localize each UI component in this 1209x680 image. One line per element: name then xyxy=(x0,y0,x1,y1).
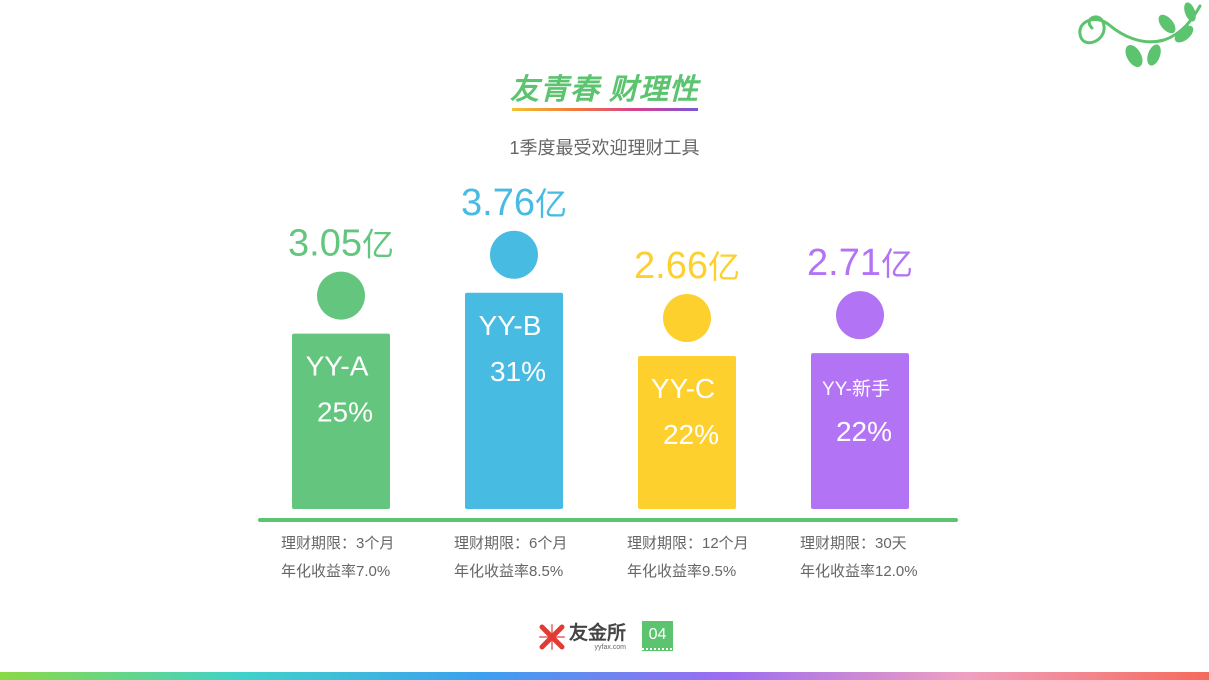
bar xyxy=(811,353,909,509)
page-number-dots xyxy=(642,648,673,650)
share-label: 22% xyxy=(663,419,719,450)
yield-label: 年化收益率9.5% xyxy=(627,563,736,580)
share-label: 31% xyxy=(490,356,546,387)
term-label: 理财期限：12个月 xyxy=(627,535,749,552)
yield-label: 年化收益率12.0% xyxy=(800,563,918,580)
share-label: 22% xyxy=(836,416,892,447)
share-label: 25% xyxy=(317,397,373,428)
value-unit: 亿 xyxy=(535,186,567,222)
value-unit: 亿 xyxy=(708,249,740,285)
value-unit: 亿 xyxy=(362,227,394,263)
logo-text: 友金所 xyxy=(569,622,627,644)
value-number: 3.05 xyxy=(288,223,362,265)
category-label: YY-A xyxy=(306,351,369,382)
bottom-gradient-bar xyxy=(0,672,1209,680)
value-unit: 亿 xyxy=(881,246,913,282)
bar-circle xyxy=(663,294,711,343)
bar-circle xyxy=(836,291,884,340)
term-label: 理财期限：3个月 xyxy=(281,535,394,552)
page-number-text: 04 xyxy=(648,626,667,643)
logo-mark-icon xyxy=(539,624,565,650)
value-number: 3.76 xyxy=(461,182,535,224)
bar xyxy=(638,356,736,509)
bar-circle xyxy=(317,271,365,320)
category-label: YY-B xyxy=(479,310,542,341)
term-label: 理财期限：30天 xyxy=(800,535,907,552)
value-label: 3.05亿 xyxy=(288,223,394,265)
category-label: YY-新手 xyxy=(822,378,890,400)
value-label: 2.71亿 xyxy=(807,242,913,284)
term-label: 理财期限：6个月 xyxy=(454,535,567,552)
bar xyxy=(465,292,563,509)
bar xyxy=(292,333,390,509)
category-label: YY-C xyxy=(651,373,715,404)
page-number: 04 xyxy=(642,621,673,651)
bar-circle xyxy=(490,230,538,279)
value-label: 2.66亿 xyxy=(634,245,740,287)
yield-label: 年化收益率8.5% xyxy=(454,563,563,580)
logo-domain: yyfax.com xyxy=(594,643,627,651)
yield-label: 年化收益率7.0% xyxy=(281,563,390,580)
page-subtitle: 1季度最受欢迎理财工具 xyxy=(509,138,700,158)
page-title: 友青春 财理性 xyxy=(509,74,700,106)
value-number: 2.66 xyxy=(634,245,708,287)
title-underline xyxy=(512,108,698,111)
value-number: 2.71 xyxy=(807,242,881,284)
value-label: 3.76亿 xyxy=(461,182,567,224)
vine-decoration-icon xyxy=(1078,2,1202,67)
brand-logo: 友金所 yyfax.com xyxy=(538,622,626,652)
